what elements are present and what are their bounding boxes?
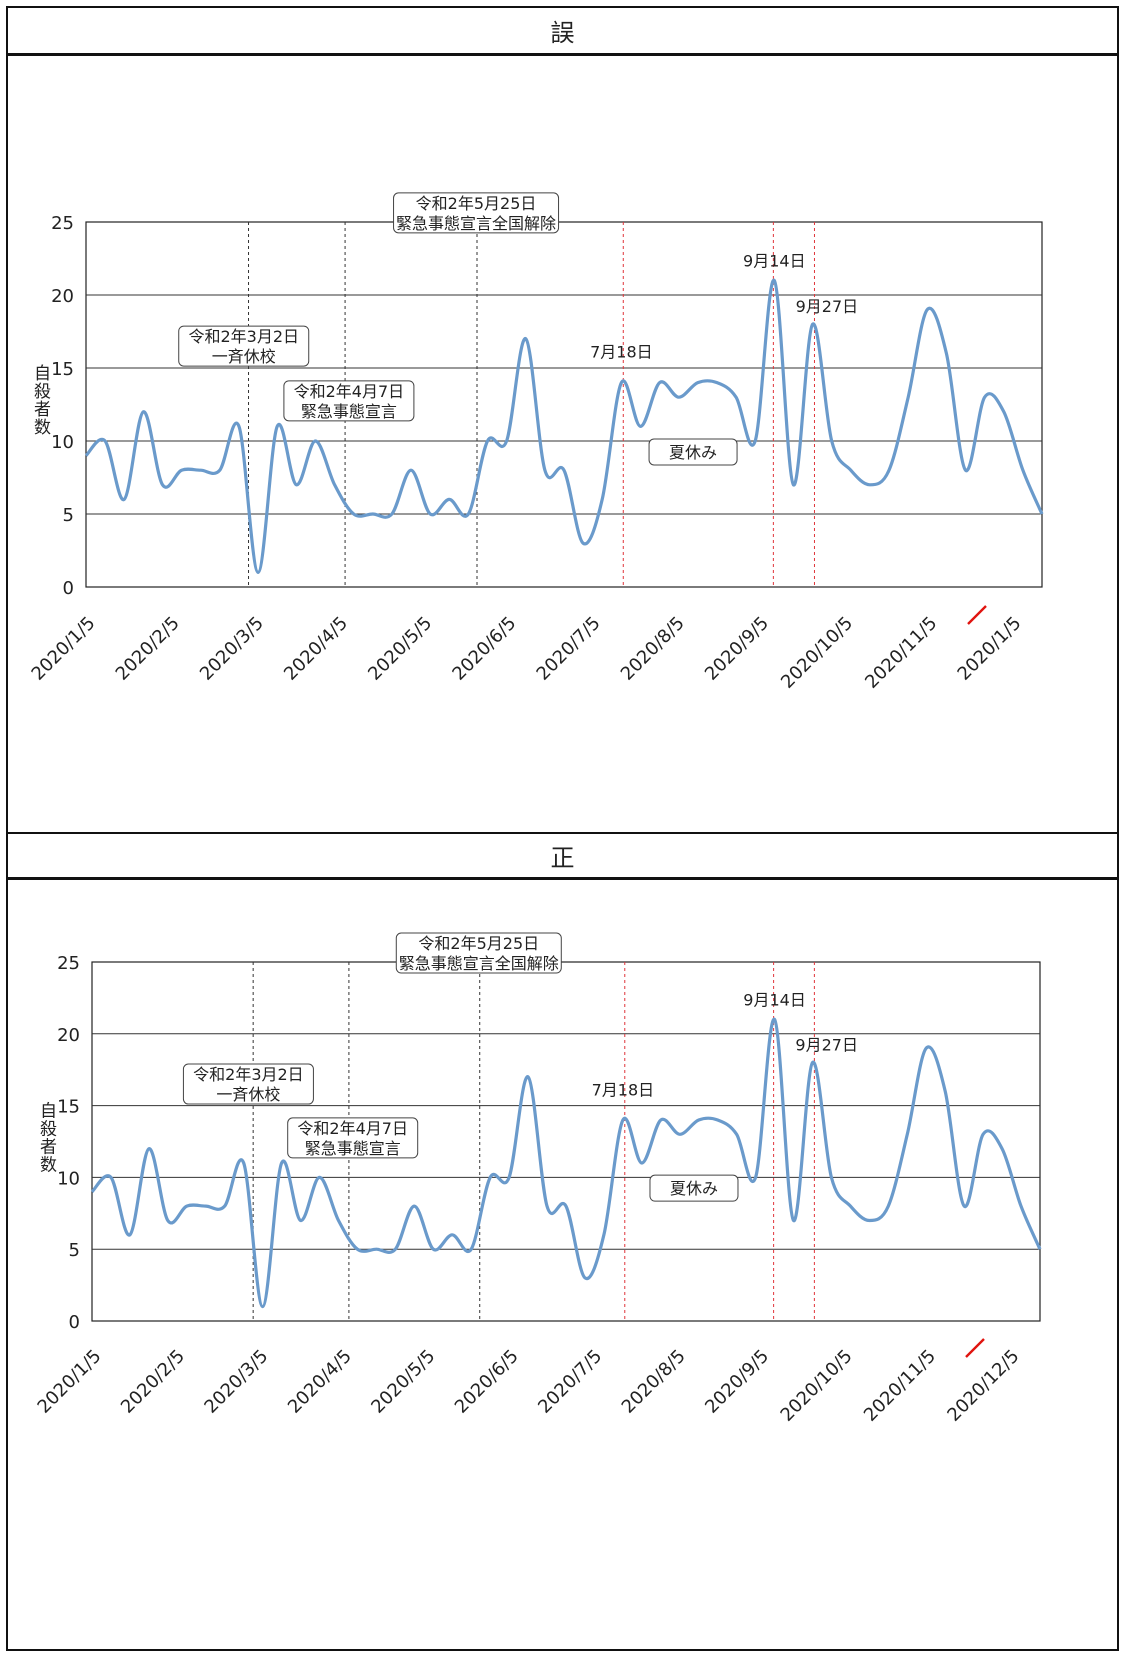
annotation-box: [182, 1063, 314, 1105]
annotation-text: 令和2年3月2日: [188, 327, 299, 346]
annotation-text: 9月14日: [743, 991, 806, 1010]
x-tick-label: 2020/8/5: [617, 613, 689, 685]
x-tick-label: 2020/7/5: [533, 613, 605, 685]
annotation-box: [283, 380, 415, 422]
annotation-text: 緊急事態宣言: [301, 402, 397, 421]
x-tick-label: 2020/11/5: [861, 613, 941, 693]
annotation-text: 7月18日: [590, 343, 653, 362]
y-axis-label-char: 自: [34, 364, 51, 384]
annotation-text: 7月18日: [592, 1080, 655, 1099]
x-tick-label: 2020/8/5: [618, 1346, 690, 1418]
x-tick-label: 2020/3/5: [200, 1346, 272, 1418]
x-tick-label: 2020/1/5: [954, 613, 1026, 685]
annotation-text: 一斉休校: [216, 1085, 280, 1104]
annotation-text: 9月14日: [743, 251, 806, 270]
y-tick-label: 15: [51, 359, 74, 380]
y-tick-label: 20: [57, 1025, 80, 1046]
x-tick-label: 2020/9/5: [701, 1346, 773, 1418]
x-tick-label: 2020/1/5: [28, 613, 100, 685]
y-axis-label-char: 者: [34, 400, 51, 420]
series-line: [90, 1017, 1042, 1309]
chart-correct: 0510152025自殺者数令和2年3月2日一斉休校令和2年4月7日緊急事態宣言…: [34, 932, 1042, 1426]
annotation-box: [178, 325, 310, 367]
x-tick-label: 2020/10/5: [777, 613, 857, 693]
annotation-box: [649, 1174, 739, 1202]
y-tick-label: 0: [63, 578, 74, 599]
y-axis-label-char: 数: [40, 1155, 57, 1175]
x-tick-label: 2020/11/5: [860, 1346, 940, 1426]
annotation-box: [287, 1117, 419, 1159]
x-tick-label: 2020/4/5: [280, 613, 352, 685]
y-tick-label: 10: [51, 432, 74, 453]
x-tick-label: 2020/7/5: [534, 1346, 606, 1418]
y-tick-label: 0: [69, 1312, 80, 1333]
x-tick-label: 2020/9/5: [701, 613, 773, 685]
annotation-text: 令和2年5月25日: [416, 194, 537, 213]
y-tick-label: 20: [51, 286, 74, 307]
y-tick-label: 5: [69, 1240, 80, 1261]
x-tick-label: 2020/3/5: [196, 613, 268, 685]
annotation-text: 令和2年4月7日: [294, 382, 405, 401]
x-tick-label: 2020/1/5: [34, 1346, 106, 1418]
annotation-box: [395, 932, 562, 974]
series-line: [84, 278, 1044, 574]
chart-wrong: 0510152025自殺者数令和2年3月2日一斉休校令和2年4月7日緊急事態宣言…: [28, 192, 1044, 693]
y-tick-label: 25: [51, 213, 74, 234]
annotation-text: 令和2年3月2日: [193, 1065, 304, 1084]
annotation-text: 緊急事態宣言全国解除: [399, 954, 559, 973]
x-tick-label: 2020/12/5: [943, 1346, 1023, 1426]
figure-frame: [6, 6, 1119, 1651]
correction-mark: [967, 605, 987, 625]
annotation-text: 夏休み: [669, 443, 717, 462]
panel-title-wrong: 誤: [6, 8, 1119, 56]
x-tick-label: 2020/2/5: [117, 1346, 189, 1418]
y-axis-label-char: 数: [34, 418, 51, 438]
plot-area: [91, 961, 1041, 1322]
annotation-text: 一斉休校: [212, 347, 276, 366]
y-axis-label-char: 殺: [40, 1119, 57, 1139]
x-tick-label: 2020/6/5: [451, 1346, 523, 1418]
x-tick-label: 2020/6/5: [448, 613, 520, 685]
annotation-text: 令和2年4月7日: [297, 1119, 408, 1138]
annotation-text: 令和2年5月25日: [418, 934, 539, 953]
plot-area: [85, 221, 1043, 588]
y-axis-label-char: 自: [40, 1101, 57, 1121]
y-axis-label-char: 者: [40, 1137, 57, 1157]
x-tick-label: 2020/5/5: [367, 1346, 439, 1418]
correction-mark: [965, 1338, 985, 1358]
y-tick-label: 25: [57, 953, 80, 974]
annotation-box: [648, 438, 738, 466]
y-axis-label-char: 殺: [34, 382, 51, 402]
y-tick-label: 15: [57, 1097, 80, 1118]
annotation-text: 緊急事態宣言全国解除: [396, 214, 556, 233]
annotation-text: 夏休み: [670, 1179, 718, 1198]
x-tick-label: 2020/2/5: [112, 613, 184, 685]
annotation-text: 9月27日: [796, 297, 859, 316]
x-tick-label: 2020/10/5: [777, 1346, 857, 1426]
y-tick-label: 10: [57, 1168, 80, 1189]
x-tick-label: 2020/5/5: [364, 613, 436, 685]
annotation-text: 9月27日: [795, 1036, 858, 1055]
y-tick-label: 5: [63, 505, 74, 526]
panel-title-correct: 正: [6, 832, 1119, 880]
annotation-box: [393, 192, 560, 234]
y-axis-label: 自殺者数: [40, 1101, 57, 1175]
y-axis-label: 自殺者数: [34, 364, 51, 438]
x-tick-label: 2020/4/5: [284, 1346, 356, 1418]
annotation-text: 緊急事態宣言: [305, 1139, 401, 1158]
